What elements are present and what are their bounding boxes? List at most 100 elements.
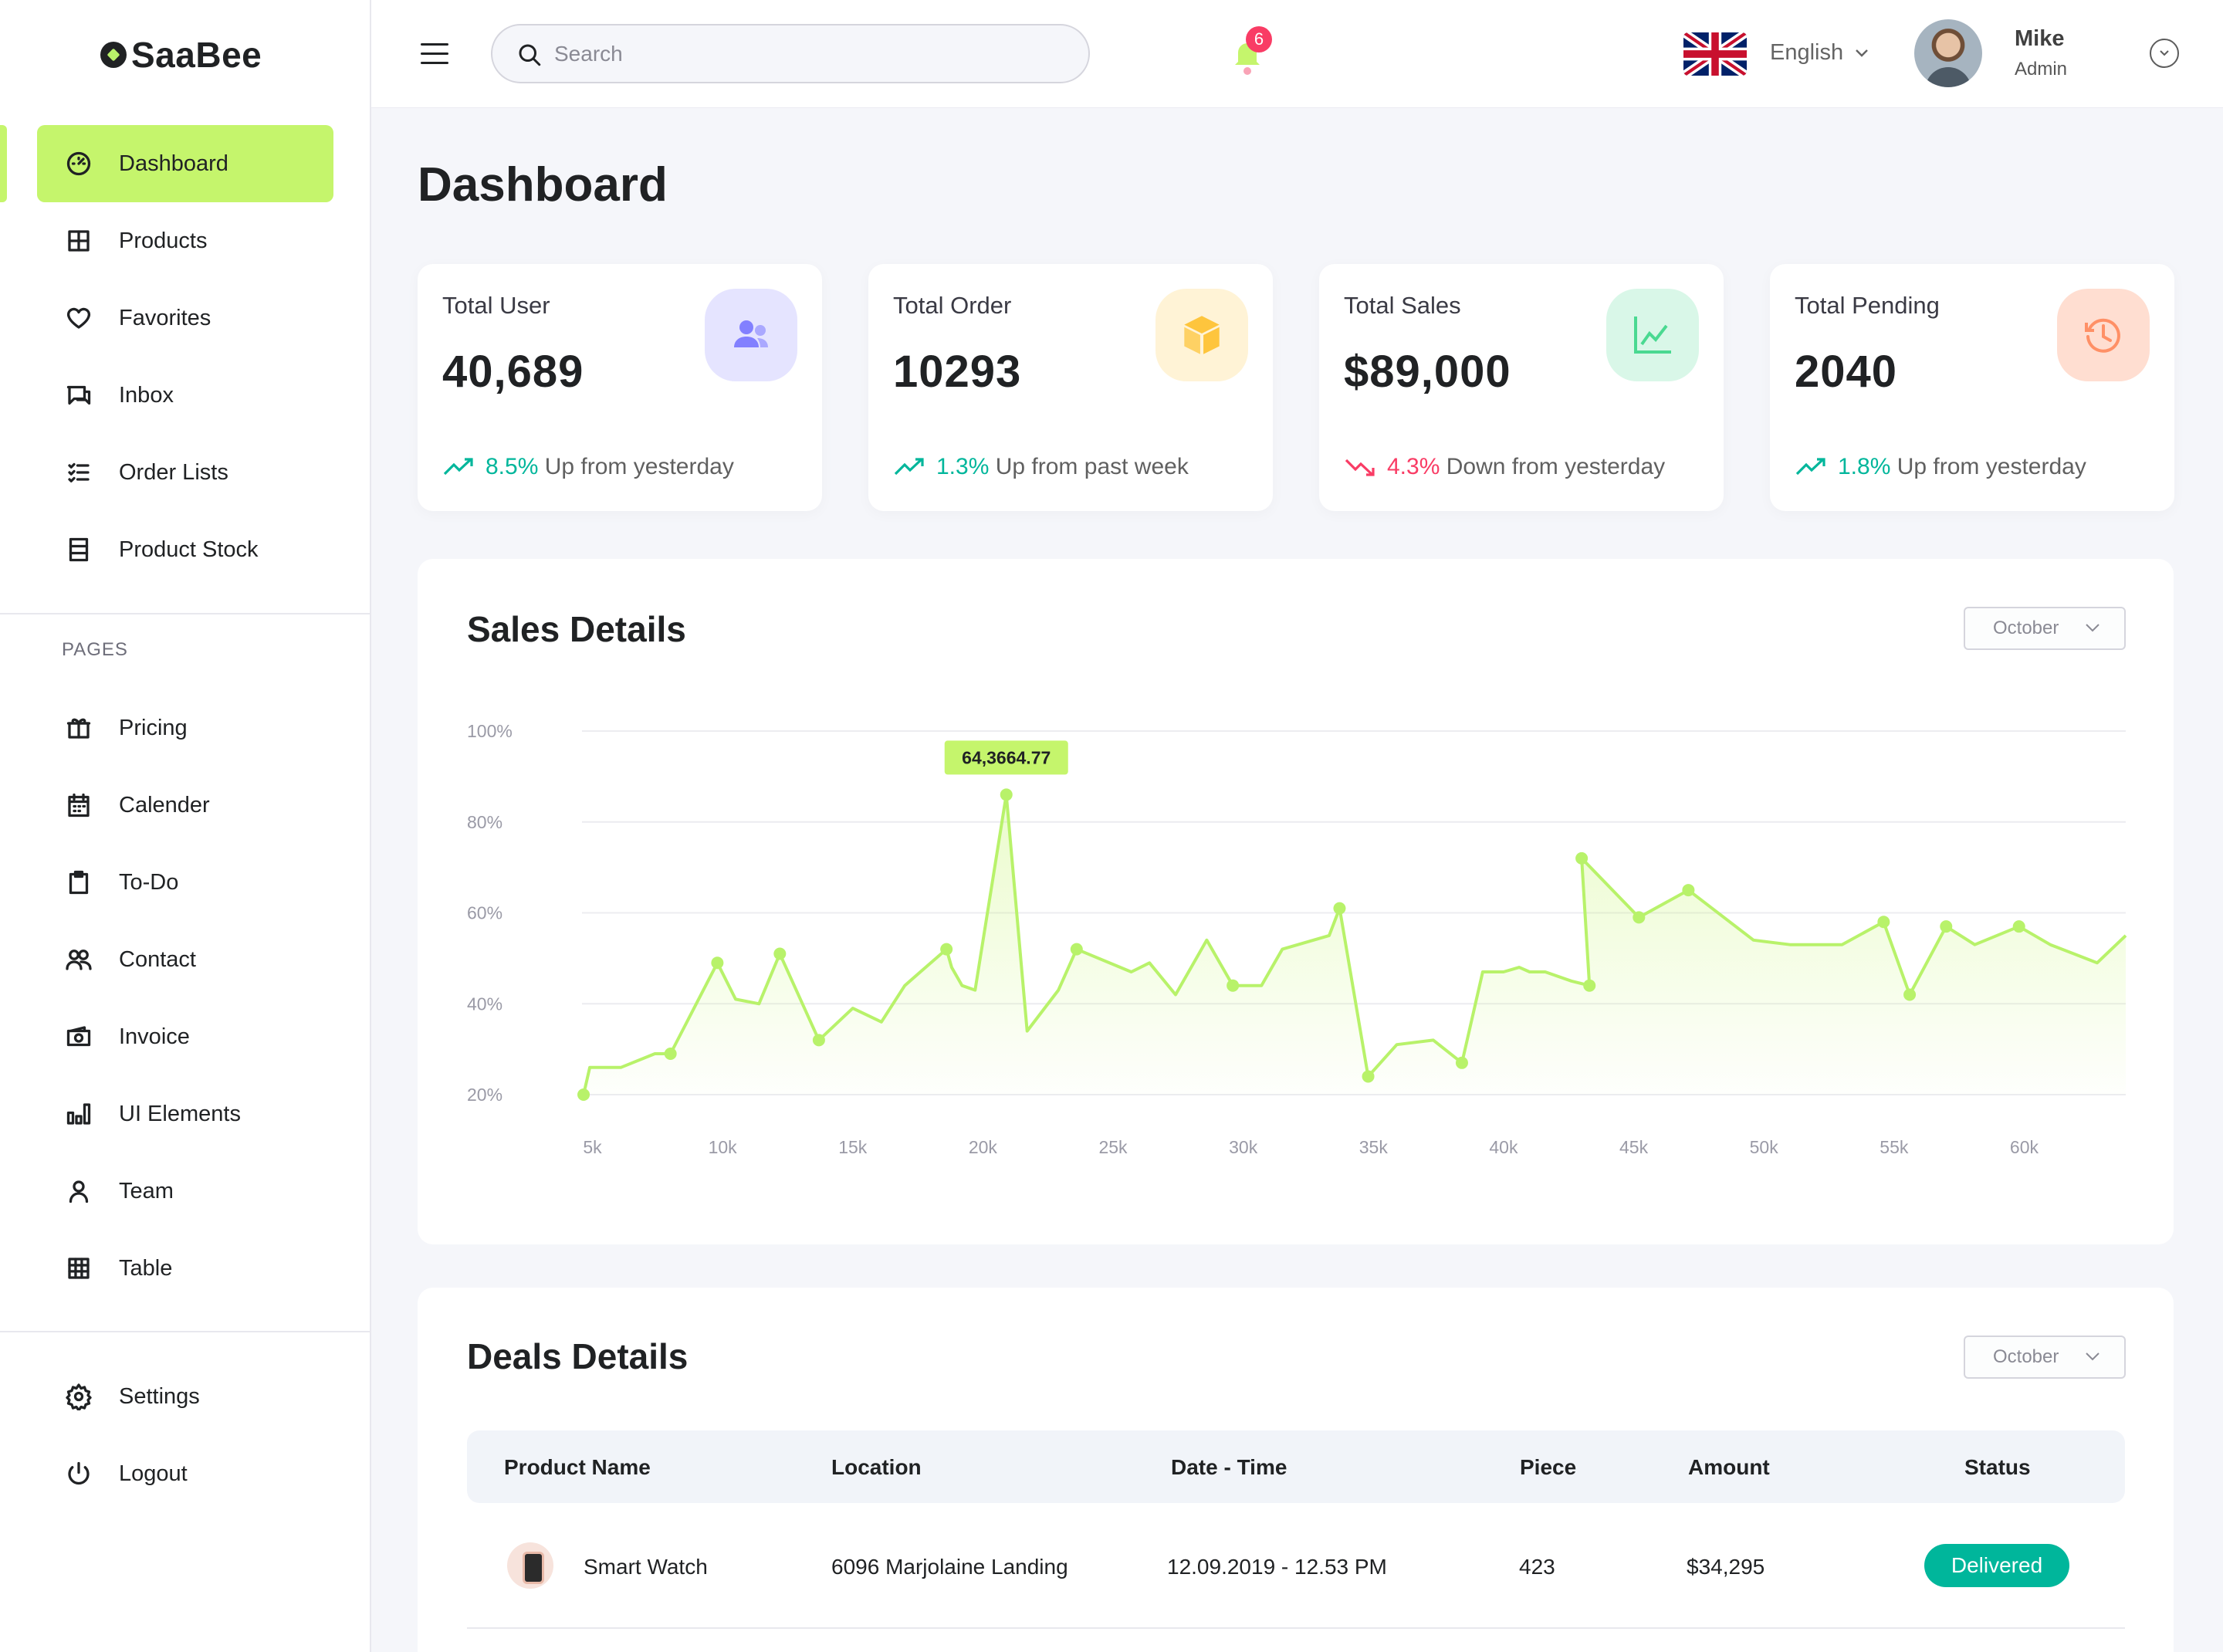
chevron-down-icon [2160, 50, 2169, 56]
column-header-product[interactable]: Product Name [504, 1455, 651, 1479]
search-input[interactable] [554, 41, 1017, 66]
search-bar [491, 24, 1090, 83]
trending-up-icon [894, 458, 924, 476]
avatar[interactable] [1914, 19, 1982, 87]
data-point[interactable] [773, 947, 787, 960]
chat-icon [62, 378, 96, 412]
sidebar-item-favorites[interactable]: Favorites [37, 279, 333, 357]
data-point[interactable] [664, 1048, 677, 1061]
column-header-status[interactable]: Status [1964, 1455, 2031, 1479]
data-point[interactable] [1903, 988, 1917, 1001]
stat-trend: 1.8% Up from yesterday [1795, 454, 2086, 480]
language-selector[interactable]: English [1770, 40, 1869, 66]
stat-value: 10293 [893, 347, 1022, 397]
x-tick-label: 20k [969, 1137, 998, 1157]
column-header-amount[interactable]: Amount [1688, 1455, 1770, 1479]
heart-icon [62, 301, 96, 335]
sidebar-item-label: Logout [119, 1461, 188, 1486]
data-point[interactable] [1583, 979, 1596, 992]
data-point[interactable] [1455, 1056, 1468, 1069]
brand-name: SaaBee [131, 35, 262, 75]
stat-value: $89,000 [1344, 347, 1511, 397]
deals-month-select[interactable]: October [1964, 1335, 2126, 1379]
menu-toggle-button[interactable] [421, 43, 448, 65]
stat-percent: 8.5% [486, 454, 539, 479]
x-tick-label: 50k [1750, 1137, 1779, 1157]
column-header-piece[interactable]: Piece [1520, 1455, 1577, 1479]
user-menu-button[interactable] [2150, 39, 2179, 68]
data-point[interactable] [1575, 851, 1589, 865]
column-header-date-time[interactable]: Date - Time [1171, 1455, 1287, 1479]
sidebar-item-pricing[interactable]: Pricing [37, 689, 333, 767]
sidebar-item-label: Table [119, 1255, 173, 1281]
data-point[interactable] [940, 943, 953, 956]
users-icon [705, 289, 797, 381]
sales-month-select[interactable]: October [1964, 607, 2126, 650]
data-point[interactable] [1877, 916, 1890, 929]
data-point[interactable] [812, 1034, 825, 1047]
sidebar-item-settings[interactable]: Settings [37, 1358, 333, 1435]
sidebar-item-label: Dashboard [119, 151, 228, 176]
data-point[interactable] [1362, 1070, 1375, 1083]
data-point[interactable] [1227, 979, 1240, 992]
cell-datetime: 12.09.2019 - 12.53 PM [1167, 1555, 1387, 1579]
clock-icon [2057, 289, 2150, 381]
data-point[interactable] [2012, 920, 2025, 933]
clipboard-icon [62, 865, 96, 899]
sidebar-item-inbox[interactable]: Inbox [37, 357, 333, 434]
sidebar-item-logout[interactable]: Logout [37, 1435, 333, 1512]
sidebar-item-to-do[interactable]: To-Do [37, 844, 333, 921]
sidebar-item-product-stock[interactable]: Product Stock [37, 511, 333, 588]
sidebar-item-label: Contact [119, 946, 196, 972]
chart-tooltip-box [944, 740, 1068, 775]
data-point[interactable] [1633, 911, 1646, 924]
y-tick-label: 60% [467, 903, 502, 923]
x-tick-label: 35k [1359, 1137, 1389, 1157]
sidebar-item-contact[interactable]: Contact [37, 921, 333, 998]
y-tick-label: 20% [467, 1085, 502, 1105]
data-point[interactable] [577, 1088, 590, 1101]
x-tick-label: 55k [1880, 1137, 1909, 1157]
cell-amount: $34,295 [1687, 1555, 1765, 1579]
y-tick-label: 80% [467, 812, 502, 832]
sidebar-item-ui-elements[interactable]: UI Elements [37, 1075, 333, 1153]
power-icon [62, 1457, 96, 1491]
brand-logo[interactable]: SaaBee [100, 34, 262, 76]
data-point[interactable] [1333, 902, 1346, 915]
sidebar-item-label: Calender [119, 792, 210, 818]
chevron-down-icon [2086, 1352, 2100, 1361]
language-label: English [1770, 40, 1844, 65]
sidebar-item-label: Invoice [119, 1024, 190, 1049]
hamburger-line [421, 52, 448, 55]
sidebar-item-dashboard[interactable]: Dashboard [37, 125, 333, 202]
sidebar-item-label: Team [119, 1178, 174, 1203]
stat-title: Total Pending [1795, 292, 1940, 319]
data-point[interactable] [1000, 788, 1013, 801]
data-point[interactable] [1682, 884, 1695, 897]
sidebar-divider [0, 613, 371, 614]
sidebar-item-calender[interactable]: Calender [37, 767, 333, 844]
data-point[interactable] [1940, 920, 1953, 933]
column-header-location[interactable]: Location [831, 1455, 922, 1479]
sidebar-item-products[interactable]: Products [37, 202, 333, 279]
stat-value: 40,689 [442, 347, 584, 397]
sidebar-item-order-lists[interactable]: Order Lists [37, 434, 333, 511]
sidebar-item-table[interactable]: Table [37, 1230, 333, 1307]
sidebar-item-label: Pricing [119, 715, 188, 740]
logo-icon [100, 42, 127, 68]
user-icon [62, 1174, 96, 1208]
active-indicator [0, 125, 7, 202]
page-title: Dashboard [418, 158, 668, 212]
sidebar-item-invoice[interactable]: Invoice [37, 998, 333, 1075]
notification-count-badge: 6 [1246, 26, 1272, 52]
sidebar-item-team[interactable]: Team [37, 1153, 333, 1230]
x-tick-label: 30k [1229, 1137, 1258, 1157]
data-point[interactable] [1070, 943, 1083, 956]
stat-card-total-order: Total Order 10293 1.3% Up from past week [868, 264, 1273, 511]
x-tick-label: 25k [1098, 1137, 1128, 1157]
data-point[interactable] [711, 956, 724, 970]
checklist-icon [62, 455, 96, 489]
user-name: Mike [2015, 26, 2065, 51]
stat-card-total-user: Total User 40,689 8.5% Up from yesterday [418, 264, 822, 511]
sales-details-panel: Sales Details October 100% 80% 60% 40% 20% 5… [418, 559, 2174, 1244]
